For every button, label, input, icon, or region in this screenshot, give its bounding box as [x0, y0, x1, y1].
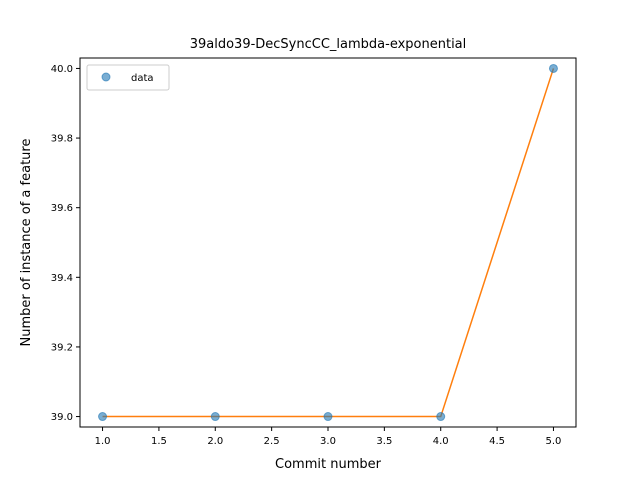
point-layer — [98, 63, 558, 422]
x-tick-label: 1.0 — [95, 436, 111, 447]
legend: data — [86, 64, 170, 91]
y-tick-label: 39.4 — [51, 273, 73, 284]
legend-marker-data — [101, 72, 111, 82]
y-tick-label: 39.0 — [51, 412, 73, 423]
x-tick-label: 5.0 — [546, 436, 562, 447]
x-tick-label: 4.5 — [489, 436, 505, 447]
x-tick-label: 3.5 — [376, 436, 392, 447]
x-tick-label: 2.0 — [207, 436, 223, 447]
y-tick-label: 39.2 — [51, 342, 73, 353]
data-point — [98, 412, 108, 422]
data-point — [210, 412, 220, 422]
data-point — [436, 412, 446, 422]
x-tick-label: 3.0 — [320, 436, 336, 447]
x-tick-label: 1.5 — [151, 436, 167, 447]
x-axis-label: Commit number — [275, 457, 382, 472]
y-tick-label: 39.6 — [51, 203, 73, 214]
legend-box — [86, 64, 170, 91]
plot-area — [80, 58, 576, 427]
chart-title: 39aldo39-DecSyncCC_lambda-exponential — [190, 37, 467, 52]
y-tick-label: 40.0 — [51, 64, 73, 75]
y-axis-ticks: 39.0 39.2 39.4 39.6 39.8 40.0 — [51, 64, 80, 423]
data-point — [548, 63, 558, 73]
legend-label-data: data — [131, 73, 154, 84]
data-point — [323, 412, 333, 422]
x-tick-label: 4.0 — [433, 436, 449, 447]
y-axis-label: Number of instance of a feature — [19, 139, 34, 347]
y-tick-label: 39.8 — [51, 134, 73, 145]
x-tick-label: 2.5 — [264, 436, 280, 447]
x-axis-ticks: 1.0 1.5 2.0 2.5 3.0 3.5 4.0 4.5 5.0 — [95, 427, 562, 447]
